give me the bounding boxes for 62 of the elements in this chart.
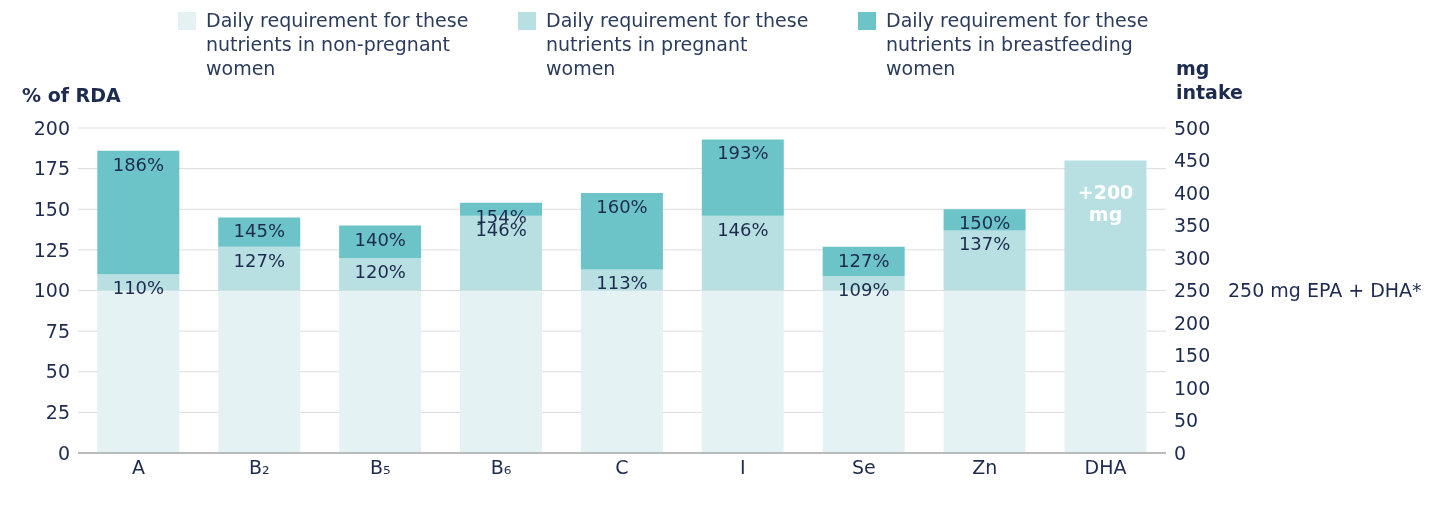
annotation: 137% xyxy=(957,233,1012,255)
text: 250 mg EPA + DHA* xyxy=(1228,278,1422,301)
annotation: 127% xyxy=(837,249,891,271)
y2-tick-label: 500 xyxy=(1174,116,1211,139)
x-tick-label: B₂ xyxy=(249,456,270,479)
annotation: 186% xyxy=(111,153,166,175)
legend-label: Daily requirement for these nutrients in breastfeeding women xyxy=(886,8,1150,80)
x-tick-label: Zn xyxy=(972,456,998,479)
x-tick-label: I xyxy=(740,456,746,479)
y-tick-label: 100 xyxy=(33,279,70,302)
x-tick-label: Se xyxy=(851,456,876,479)
annotation: 150% xyxy=(944,212,1025,234)
y-tick-label: 150 xyxy=(33,197,70,220)
annotation: 127% xyxy=(232,249,287,271)
annotation: 109% xyxy=(837,278,891,300)
y2-axis-title: mg intake xyxy=(1176,56,1243,104)
y-axis-title: % of RDA xyxy=(22,84,121,106)
annotation: 193% xyxy=(716,142,770,164)
annotation: 145% xyxy=(232,220,287,242)
bar xyxy=(339,290,422,453)
bar xyxy=(701,139,784,216)
y2-tick-label: 300 xyxy=(1174,246,1211,269)
annotation: 113% xyxy=(582,272,662,294)
annotation: 110% xyxy=(111,277,166,299)
data-label: +200 mg xyxy=(1076,180,1135,225)
y-tick-label: 0 xyxy=(57,441,70,464)
legend-label: Daily requirement for these nutrients in non-pregnant women xyxy=(206,8,470,80)
annotation: 140% xyxy=(353,228,407,250)
bar xyxy=(943,230,1026,291)
bar xyxy=(580,290,663,453)
x-tick-label: DHA xyxy=(1084,456,1127,479)
y2-tick-label: 350 xyxy=(1174,214,1211,237)
y-tick-label: 125 xyxy=(33,238,70,261)
bar xyxy=(943,290,1026,453)
x-tick-label: B₅ xyxy=(369,456,391,479)
bar xyxy=(701,215,784,291)
y-tick-label: 175 xyxy=(33,157,70,180)
x-tick-label: C xyxy=(615,456,629,479)
annotation: 146% xyxy=(716,218,770,240)
y2-tick-label: 100 xyxy=(1174,376,1211,399)
y2-tick-label: 450 xyxy=(1174,149,1211,172)
y2-tick-label: 0 xyxy=(1174,441,1187,464)
y2-tick-label: 50 xyxy=(1174,409,1199,432)
x-tick-label: A xyxy=(131,456,145,479)
y-tick-label: 75 xyxy=(45,319,70,342)
bar xyxy=(460,290,543,453)
bar xyxy=(580,193,663,270)
bar xyxy=(218,290,301,453)
y-tick-label: 200 xyxy=(33,116,70,139)
y2-tick-label: 150 xyxy=(1174,344,1211,367)
y2-tick-label: 250 xyxy=(1174,279,1211,302)
x-tick-label: B₆ xyxy=(490,456,512,479)
bar xyxy=(218,246,301,291)
bar xyxy=(97,150,180,275)
annotation: 160% xyxy=(595,196,649,217)
y-tick-label: 50 xyxy=(45,360,70,383)
bar xyxy=(701,290,784,453)
y2-tick-label: 400 xyxy=(1174,181,1211,204)
legend-label: Daily requirement for these nutrients in pregnant women xyxy=(546,8,810,80)
annotation: 120% xyxy=(353,261,407,282)
y2-tick-label: 200 xyxy=(1174,311,1211,334)
y-tick-label: 25 xyxy=(45,401,70,424)
